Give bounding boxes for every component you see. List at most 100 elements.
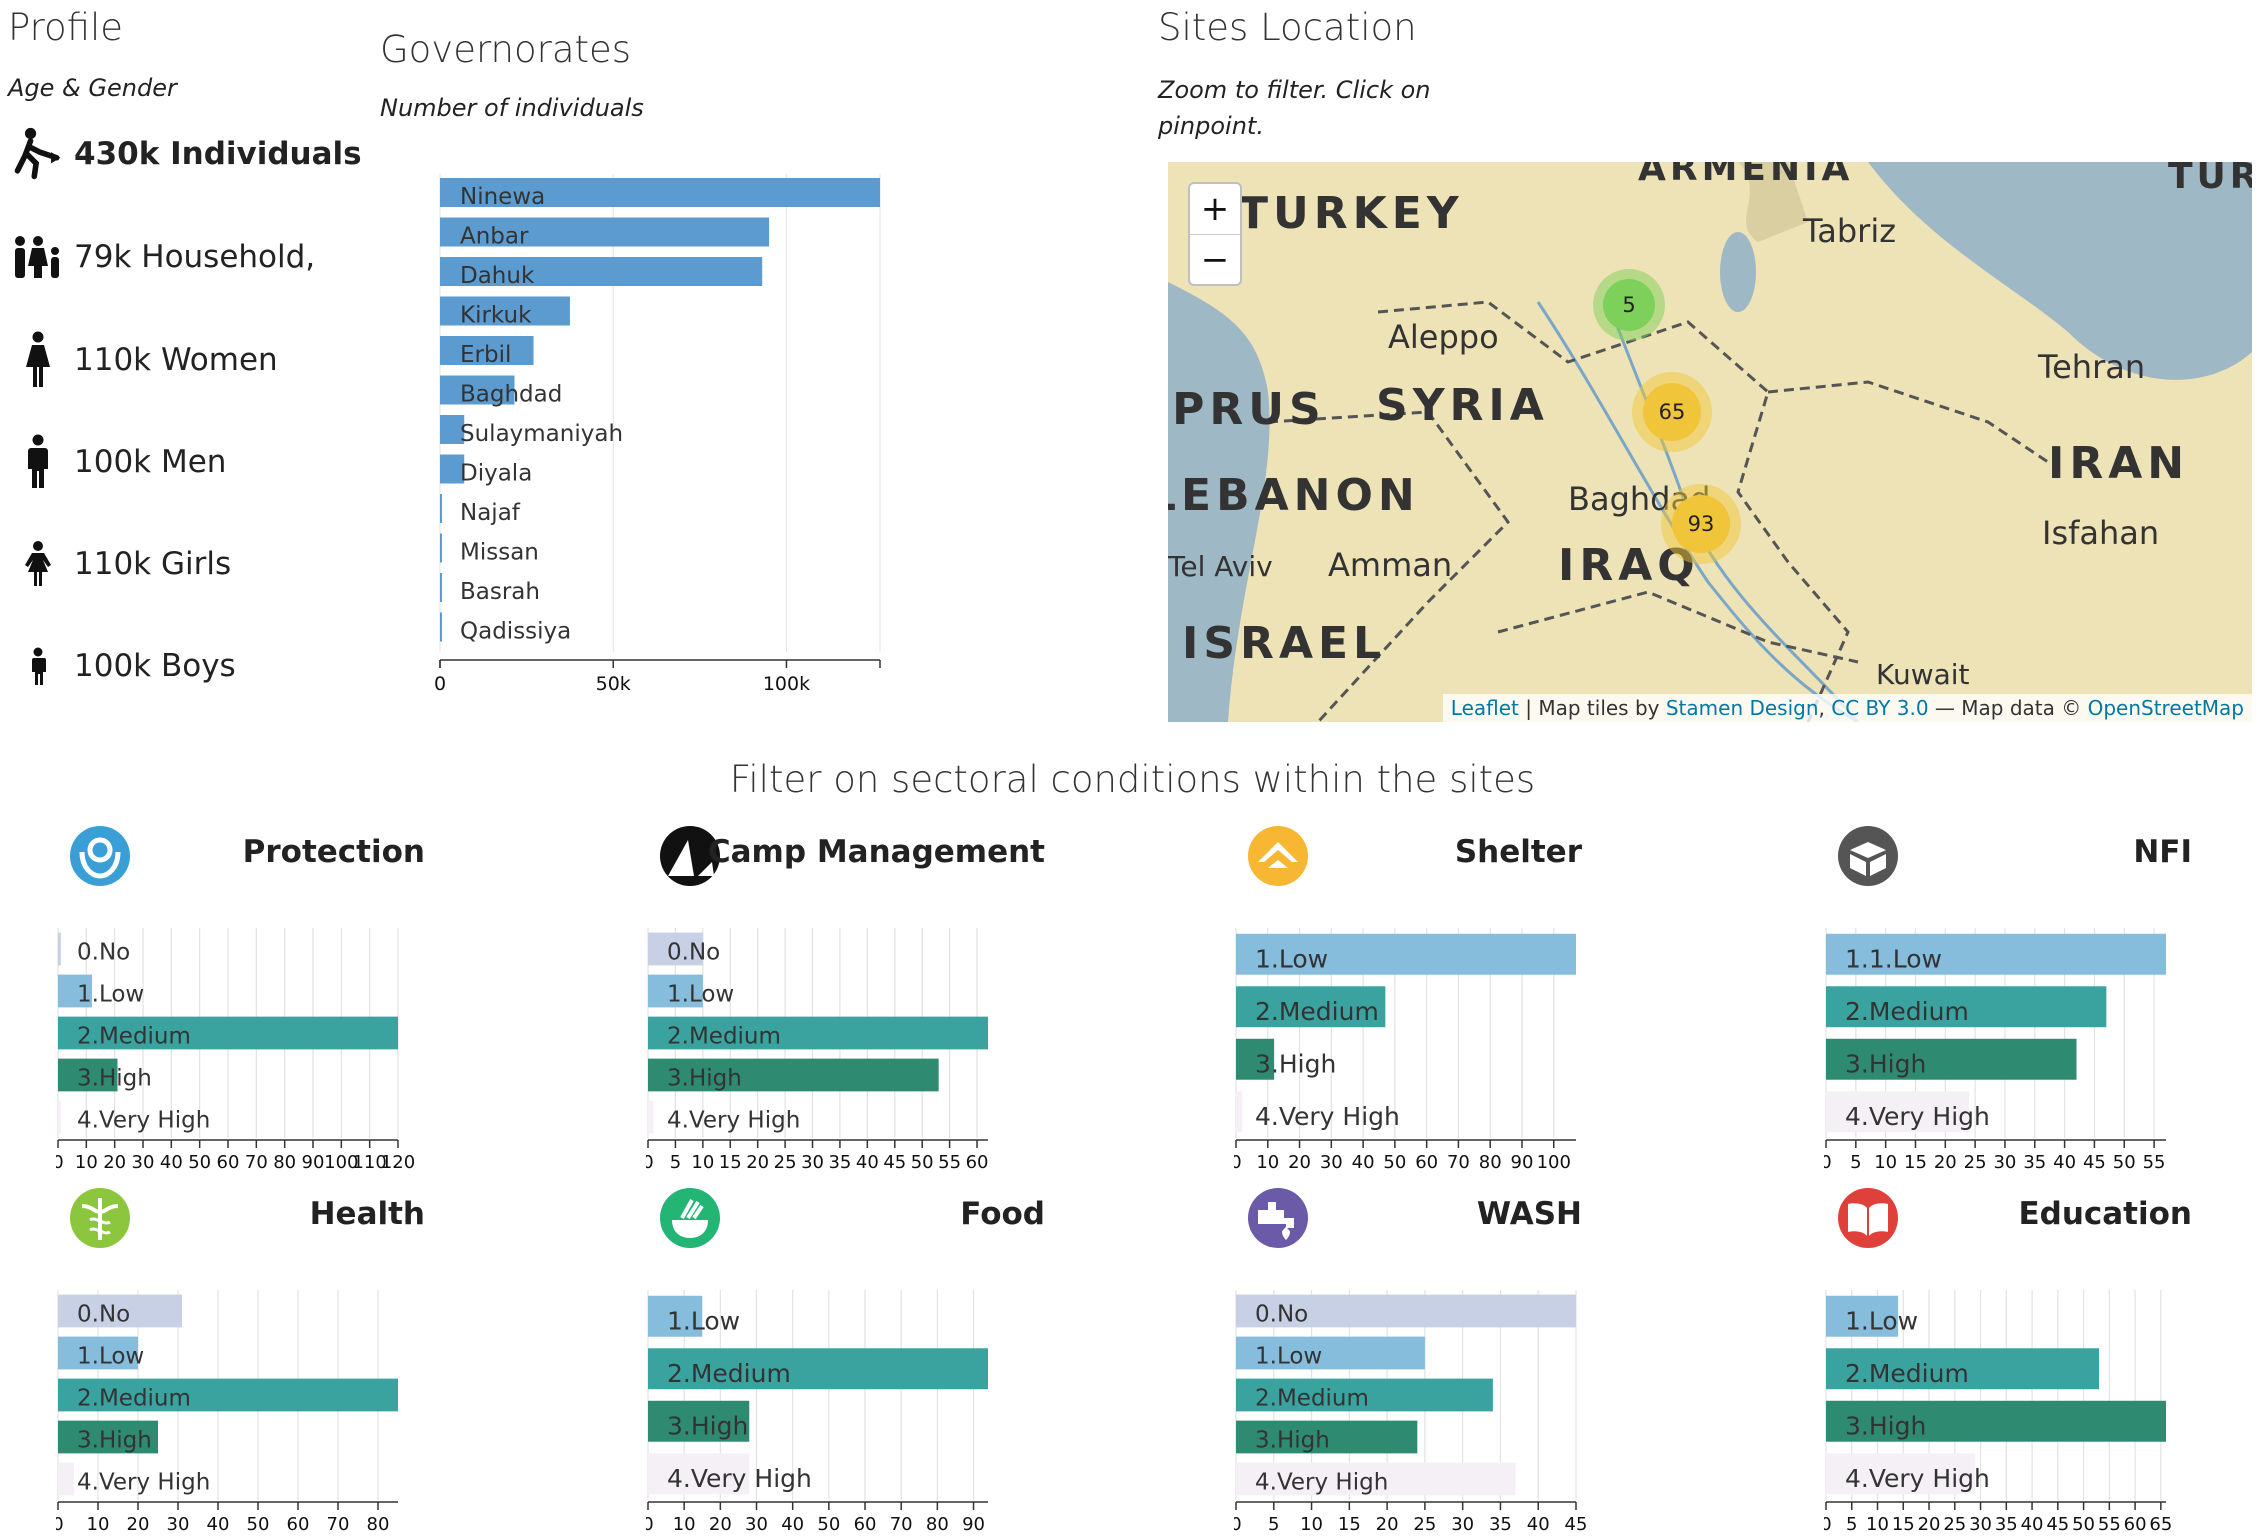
- sector-bar[interactable]: [1826, 1348, 2100, 1390]
- sectors-heading: Filter on sectoral conditions within the…: [729, 758, 1536, 801]
- sector-bar[interactable]: [1236, 933, 1576, 975]
- zoom-out-button[interactable]: −: [1190, 234, 1240, 285]
- sector-bar[interactable]: [648, 1058, 939, 1092]
- governorate-bar[interactable]: [440, 217, 770, 247]
- governorate-bar[interactable]: [440, 494, 442, 523]
- x-tick-label: 0: [646, 1514, 654, 1535]
- sector-bar[interactable]: [1236, 1378, 1493, 1412]
- sector-bar[interactable]: [1236, 1462, 1516, 1496]
- sector-bar[interactable]: [1236, 1420, 1418, 1454]
- sector-bar[interactable]: [1826, 1091, 1970, 1133]
- sector-bar[interactable]: [648, 974, 703, 1008]
- license-link[interactable]: CC BY 3.0: [1831, 696, 1929, 720]
- sites-map[interactable]: TURKEY ARMENIA Tabriz Aleppo SYRIA Tehra…: [1168, 162, 2252, 722]
- governorate-bar[interactable]: [440, 454, 465, 484]
- x-tick-label: 25: [1943, 1514, 1966, 1535]
- sector-bar[interactable]: [58, 1378, 398, 1412]
- sector-bar[interactable]: [58, 1058, 118, 1092]
- x-tick-label: 15: [1904, 1152, 1927, 1173]
- map-title: Sites Location: [1158, 6, 1417, 49]
- sector-bar[interactable]: [58, 1016, 398, 1050]
- x-tick-label: 100: [1537, 1152, 1571, 1173]
- sector-bar[interactable]: [1236, 1091, 1243, 1133]
- sector-bar[interactable]: [648, 932, 703, 966]
- governorate-bar[interactable]: [440, 533, 442, 563]
- sector-bar[interactable]: [58, 932, 61, 966]
- zoom-control: + −: [1188, 182, 1242, 286]
- map-cluster-marker[interactable]: 5: [1593, 269, 1665, 341]
- x-tick-label: 90: [302, 1152, 325, 1173]
- leaflet-link[interactable]: Leaflet: [1450, 696, 1519, 720]
- sector-bar[interactable]: [648, 1348, 988, 1390]
- sector-bar[interactable]: [58, 1336, 138, 1370]
- x-tick-label: 20: [746, 1152, 769, 1173]
- border-line: [1377, 300, 1850, 722]
- map-cluster-marker[interactable]: 93: [1661, 484, 1741, 564]
- governorate-bar[interactable]: [440, 296, 570, 326]
- sector-bar[interactable]: [58, 1462, 74, 1496]
- sector-bar-label: 2.Medium: [1255, 1385, 1369, 1411]
- sector-bar-label: 3.High: [1845, 1049, 1926, 1078]
- sector-bar[interactable]: [58, 1100, 61, 1134]
- map-label-tel-aviv: Tel Aviv: [1168, 550, 1273, 583]
- sector-bar[interactable]: [1826, 1038, 2077, 1080]
- governorate-bar[interactable]: [440, 415, 465, 444]
- sector-bar[interactable]: [1236, 1336, 1425, 1370]
- sector-bar[interactable]: [1826, 1453, 1976, 1495]
- sector-bar-label: 2.Medium: [667, 1359, 791, 1388]
- sector-bar-label: 2.Medium: [77, 1023, 191, 1049]
- sector-bar[interactable]: [648, 1100, 654, 1134]
- sector-bar[interactable]: [1826, 986, 2107, 1028]
- x-tick-label: 5: [670, 1152, 681, 1173]
- osm-link[interactable]: OpenStreetMap: [2087, 696, 2244, 720]
- governorate-label: Baghdad: [460, 382, 562, 408]
- map-cluster-marker[interactable]: 65: [1632, 372, 1712, 452]
- x-tick-label: 55: [2143, 1152, 2166, 1173]
- stamen-link[interactable]: Stamen Design: [1665, 696, 1819, 720]
- sector-bar[interactable]: [58, 1294, 182, 1328]
- sector-bar[interactable]: [1826, 933, 2166, 975]
- governorate-bar[interactable]: [440, 178, 880, 207]
- map-label-tur: TUR: [2168, 162, 2252, 197]
- profile-individuals-text: 430k Individuals: [74, 136, 362, 172]
- zoom-in-button[interactable]: +: [1200, 189, 1230, 229]
- sector-bar[interactable]: [648, 1295, 703, 1337]
- sector-bar-label: 4.Very High: [77, 1107, 210, 1133]
- x-tick-label: 30: [1320, 1152, 1343, 1173]
- sector-bar[interactable]: [648, 1400, 750, 1442]
- x-tick-label: 15: [1892, 1514, 1915, 1535]
- sector-bar[interactable]: [1236, 986, 1386, 1028]
- x-tick-label: 30: [745, 1514, 768, 1535]
- sector-bar[interactable]: [648, 1453, 750, 1495]
- x-tick-label: 0: [434, 673, 446, 695]
- sector-bar[interactable]: [1236, 1294, 1576, 1328]
- profile-title: Profile: [8, 6, 124, 49]
- cluster-count: 65: [1643, 383, 1701, 441]
- x-tick-label: 30: [801, 1152, 824, 1173]
- x-tick-label: 45: [1565, 1514, 1588, 1535]
- governorate-label: Anbar: [460, 224, 529, 250]
- profile-women-text: 110k Women: [74, 342, 278, 378]
- sector-bar[interactable]: [58, 974, 92, 1008]
- sector-bar[interactable]: [648, 1016, 988, 1050]
- x-tick-label: 120: [381, 1152, 415, 1173]
- sector-bar[interactable]: [1826, 1295, 1899, 1337]
- sector-title: Health: [309, 1196, 425, 1232]
- map-label-cyprus: CYPRUS: [1168, 384, 1326, 435]
- governorate-bar[interactable]: [440, 336, 534, 365]
- sector-bar[interactable]: [1826, 1400, 2166, 1442]
- x-tick-label: 40: [160, 1152, 183, 1173]
- governorate-bar[interactable]: [440, 612, 442, 642]
- governorate-bar[interactable]: [440, 375, 515, 405]
- x-tick-label: 60: [217, 1152, 240, 1173]
- governorate-bar[interactable]: [440, 257, 763, 286]
- map-attribution: Leaflet | Map tiles by Stamen Design, CC…: [1442, 694, 2252, 722]
- sector-bar[interactable]: [1236, 1038, 1275, 1080]
- man-icon: [10, 430, 66, 494]
- x-tick-label: 50k: [596, 673, 631, 695]
- sector-bar[interactable]: [58, 1420, 158, 1454]
- sector-chart: 1.Low 2.Medium 3.High 4.Very High 0 5 10 15 20 25…: [1824, 1290, 2172, 1535]
- sector-bar-label: 4.Very High: [77, 1469, 210, 1495]
- governorate-bar[interactable]: [440, 573, 442, 602]
- x-tick-label: 90: [962, 1514, 985, 1535]
